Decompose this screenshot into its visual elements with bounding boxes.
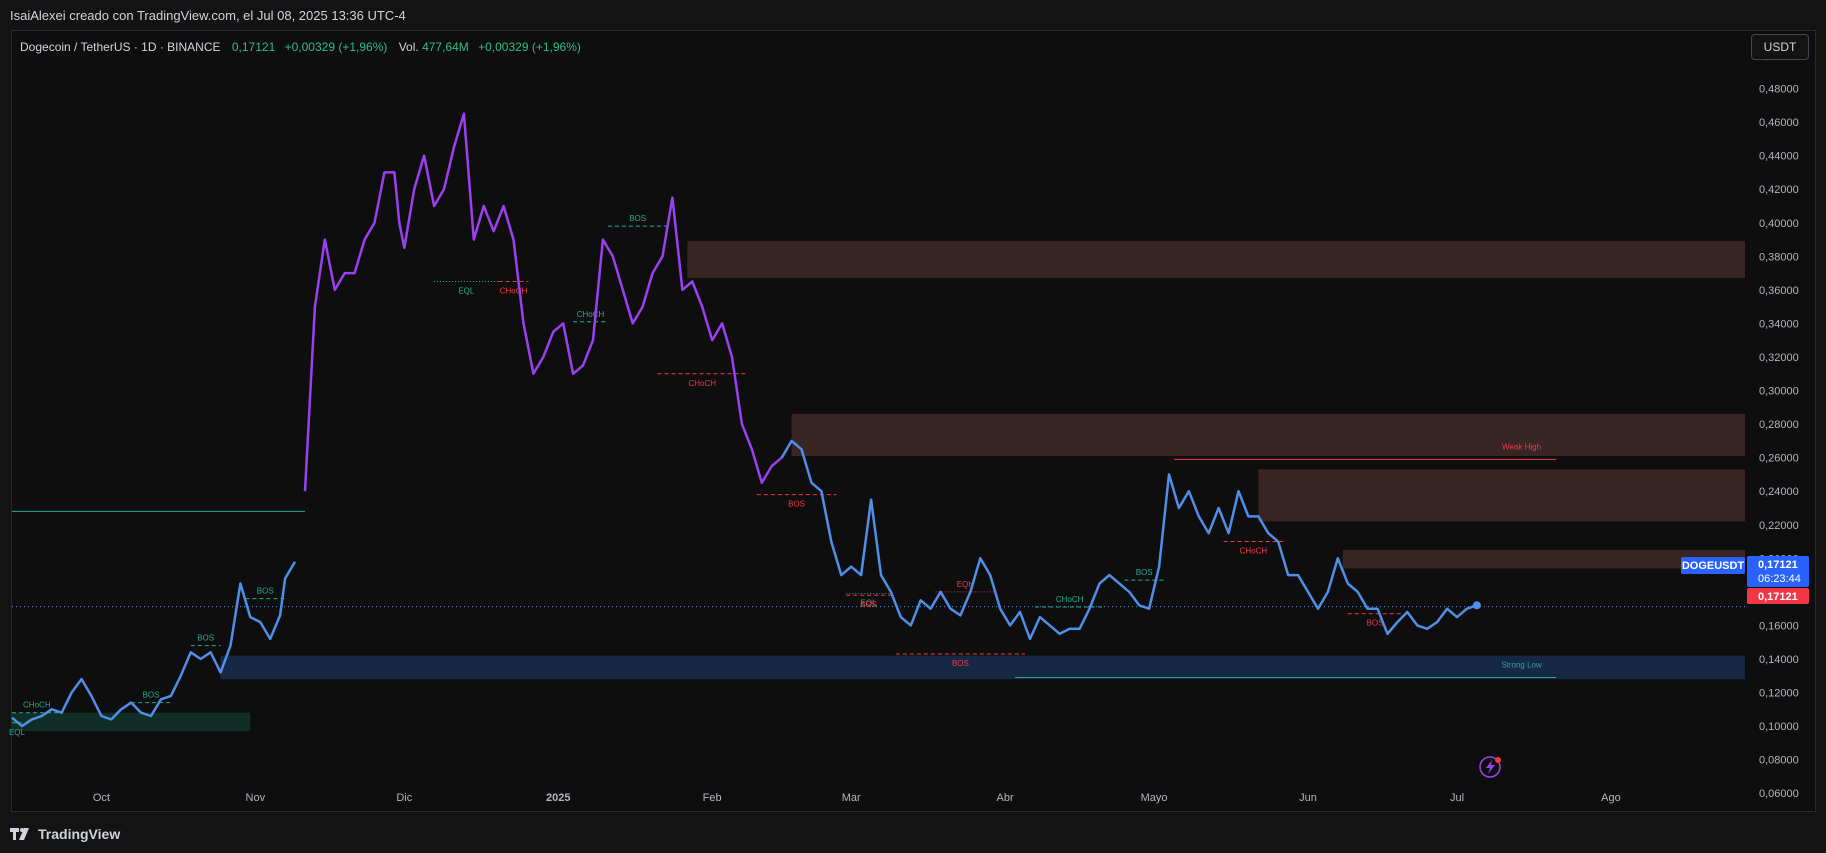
- y-tick-label: 0,36000: [1759, 285, 1799, 297]
- y-tick-label: 0,34000: [1759, 318, 1799, 330]
- ticker-tag: DOGEUSDT: [1682, 560, 1745, 572]
- y-tick-label: 0,28000: [1759, 419, 1799, 431]
- zones-layer: [12, 241, 1746, 732]
- y-tick-label: 0,14000: [1759, 654, 1799, 666]
- structure-label: CHoCH: [688, 379, 716, 388]
- supply-zone: [791, 414, 1745, 456]
- time-axis[interactable]: Oct Nov Dic 2025 Feb Mar Abr Mayo Jun Jul Ago: [93, 792, 1621, 804]
- tradingview-brand[interactable]: TradingView: [10, 826, 120, 842]
- x-tick-label: Ago: [1601, 792, 1621, 804]
- structure-label: EQL: [9, 728, 26, 737]
- x-tick-label: Abr: [997, 792, 1014, 804]
- y-tick-label: 0,32000: [1759, 352, 1799, 364]
- structure-label: BOS: [629, 214, 646, 223]
- legend-vol-value: 477,64M: [422, 40, 469, 54]
- zone-label: Strong Low: [1501, 660, 1542, 669]
- series-line-blue-start: [11, 561, 297, 728]
- x-tick-label: Mayo: [1141, 792, 1168, 804]
- level-lines-layer: Weak High Strong Low: [12, 442, 1557, 678]
- x-tick-label: Oct: [93, 792, 110, 804]
- structure-label: CHoCH: [500, 287, 528, 296]
- y-tick-label: 0,10000: [1759, 721, 1799, 733]
- supply-zone: [1342, 549, 1745, 569]
- lightning-icon[interactable]: [1479, 756, 1501, 778]
- structure-label: CHoCH: [1240, 547, 1268, 556]
- price-series: [11, 112, 1481, 728]
- price-tag2-value: 0,17121: [1758, 591, 1798, 603]
- structure-label: BOS: [788, 500, 805, 509]
- x-tick-label: Dic: [396, 792, 412, 804]
- structure-label: EQL: [861, 599, 878, 608]
- structure-label: CHoCH: [1056, 595, 1084, 604]
- y-tick-label: 0,48000: [1759, 84, 1799, 96]
- legend-change: +0,00329 (+1,96%): [285, 40, 388, 54]
- price-tag-countdown: 06:23:44: [1758, 573, 1801, 585]
- x-tick-label: 2025: [546, 792, 570, 804]
- structure-label: BOS: [860, 600, 877, 609]
- y-tick-label: 0,16000: [1759, 620, 1799, 632]
- x-tick-label: Mar: [842, 792, 861, 804]
- structure-label: BOS: [197, 634, 214, 643]
- y-tick-label: 0,42000: [1759, 184, 1799, 196]
- y-tick-label: 0,38000: [1759, 251, 1799, 263]
- series-line-blue-end: [780, 439, 1478, 641]
- price-tag2-bg: [1747, 588, 1809, 604]
- price-tags: DOGEUSDT 0,17121 06:23:44 0,17121: [1681, 556, 1809, 604]
- structure-label: BOS: [952, 659, 969, 668]
- supply-zone: [687, 241, 1746, 279]
- price-tag-bg: [1747, 556, 1809, 587]
- x-tick-label: Nov: [246, 792, 266, 804]
- symbol-legend[interactable]: Dogecoin / TetherUS · 1D · BINANCE 0,171…: [0, 38, 700, 58]
- y-tick-label: 0,26000: [1759, 453, 1799, 465]
- brand-name: TradingView: [38, 826, 121, 842]
- x-tick-label: Jul: [1450, 792, 1464, 804]
- x-tick-label: Feb: [703, 792, 722, 804]
- last-price-dot: [1472, 601, 1481, 610]
- y-tick-label: 0,22000: [1759, 520, 1799, 532]
- y-tick-label: 0,40000: [1759, 218, 1799, 230]
- tradingview-logo-icon: [10, 828, 29, 840]
- y-tick-label: 0,12000: [1759, 688, 1799, 700]
- currency-button[interactable]: USDT: [1751, 34, 1809, 60]
- price-axis[interactable]: 0,500000,480000,460000,440000,420000,400…: [1759, 50, 1799, 800]
- demand-zone: [220, 655, 1745, 680]
- y-tick-label: 0,24000: [1759, 486, 1799, 498]
- ticker-tag-bg: [1681, 557, 1745, 574]
- y-tick-label: 0,06000: [1759, 788, 1799, 800]
- structure-label: BOS: [1136, 568, 1153, 577]
- chart-caption: IsaiAlexei creado con TradingView.com, e…: [10, 8, 406, 23]
- y-tick-label: 0,08000: [1759, 755, 1799, 767]
- legend-vol-label: Vol.: [399, 40, 419, 54]
- zone-label: Weak High: [1502, 442, 1541, 451]
- legend-vol-change: +0,00329 (+1,96%): [478, 40, 581, 54]
- structure-label: BOS: [1367, 619, 1384, 628]
- legend-symbol: Dogecoin / TetherUS · 1D · BINANCE: [20, 40, 221, 54]
- series-line-purple: [303, 112, 783, 492]
- structure-label: EQL: [458, 287, 475, 296]
- bottom-bar: TradingView: [0, 812, 1826, 853]
- structure-label: CHoCH: [577, 310, 605, 319]
- y-tick-label: 0,44000: [1759, 151, 1799, 163]
- structure-label: BOS: [257, 587, 274, 596]
- top-caption-bar: IsaiAlexei creado con TradingView.com, e…: [0, 0, 1826, 30]
- structure-label: EQH: [957, 580, 975, 589]
- x-tick-label: Jun: [1299, 792, 1317, 804]
- svg-text:Dogecoin / TetherUS · 1D · BIN: Dogecoin / TetherUS · 1D · BINANCE 0,171…: [20, 40, 581, 54]
- structure-label: BOS: [143, 691, 160, 700]
- green-zone: [12, 712, 251, 732]
- price-tag-value: 0,17121: [1758, 559, 1798, 571]
- y-tick-label: 0,46000: [1759, 117, 1799, 129]
- supply-zone: [1258, 469, 1745, 522]
- y-tick-label: 0,30000: [1759, 386, 1799, 398]
- legend-price: 0,17121: [232, 40, 276, 54]
- structure-label: CHoCH: [23, 701, 51, 710]
